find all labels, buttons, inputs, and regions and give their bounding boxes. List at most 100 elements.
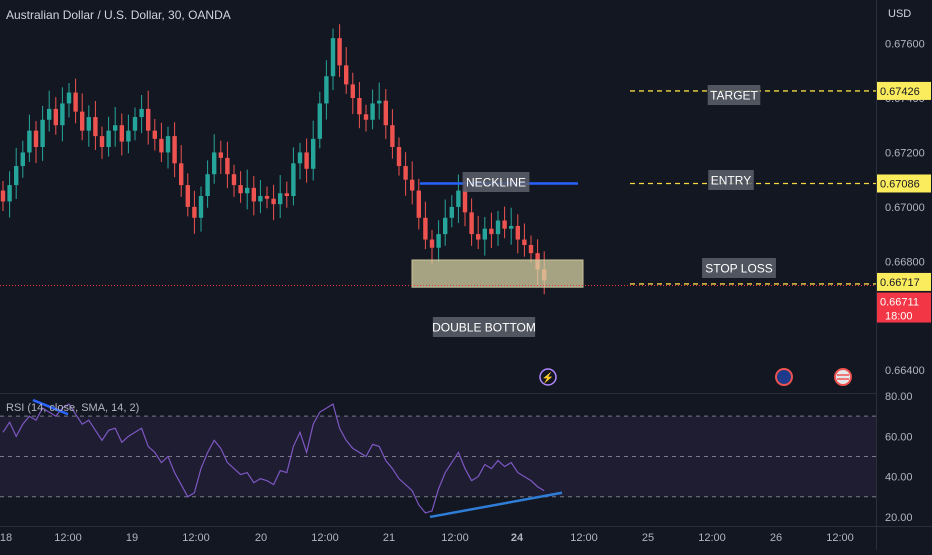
neckline-label-bg[interactable] xyxy=(462,172,530,192)
candle-body[interactable] xyxy=(278,193,283,205)
neckline-label[interactable]: NECKLINE xyxy=(466,176,526,190)
candle-body[interactable] xyxy=(251,187,256,202)
candle-body[interactable] xyxy=(60,103,65,126)
candle-body[interactable] xyxy=(462,190,468,213)
candle-body[interactable] xyxy=(113,125,118,131)
currency-unit-label[interactable]: USD xyxy=(888,8,912,20)
candle-body[interactable] xyxy=(238,185,243,194)
candle-body[interactable] xyxy=(14,166,19,186)
candle-body[interactable] xyxy=(304,152,309,169)
candle-body[interactable] xyxy=(218,152,223,158)
candle-body[interactable] xyxy=(93,117,98,137)
candle-body[interactable] xyxy=(119,125,124,142)
candle-body[interactable] xyxy=(225,157,230,175)
candle-body[interactable] xyxy=(159,138,164,153)
candle-body[interactable] xyxy=(132,117,138,131)
candle-body[interactable] xyxy=(99,136,105,147)
australia-flag-icon[interactable] xyxy=(775,368,793,386)
stop-loss-price-tag[interactable]: 0.66717 xyxy=(880,277,920,289)
candle-body[interactable] xyxy=(469,212,474,235)
target-price-tag-bg[interactable] xyxy=(877,81,931,100)
candle-body[interactable] xyxy=(297,152,303,164)
lightning-icon[interactable] xyxy=(539,368,557,386)
candle-body[interactable] xyxy=(522,239,527,245)
candle-body[interactable] xyxy=(53,108,58,126)
candle-body[interactable] xyxy=(403,166,408,180)
candle-body[interactable] xyxy=(416,190,421,218)
candle-body[interactable] xyxy=(436,234,441,248)
candle-body[interactable] xyxy=(449,206,454,218)
candle-body[interactable] xyxy=(212,152,217,175)
entry-price-tag-bg[interactable] xyxy=(877,174,931,193)
last-price-tag-bg[interactable] xyxy=(877,292,931,323)
candle-body[interactable] xyxy=(495,220,501,235)
candle-body[interactable] xyxy=(515,225,520,240)
candle-body[interactable] xyxy=(192,206,197,218)
candle-body[interactable] xyxy=(482,228,487,240)
stop-loss-label-bg[interactable] xyxy=(702,258,776,278)
rsi-divergence-line[interactable] xyxy=(429,491,563,519)
candle-body[interactable] xyxy=(396,147,402,167)
candle-body[interactable] xyxy=(245,187,250,194)
candle-body[interactable] xyxy=(172,136,177,164)
candle-body[interactable] xyxy=(476,234,481,240)
candle-body[interactable] xyxy=(443,217,448,235)
double-bottom-label[interactable]: DOUBLE BOTTOM xyxy=(432,321,536,335)
candle-body[interactable] xyxy=(152,130,157,139)
candle-body[interactable] xyxy=(126,130,131,142)
candle-body[interactable] xyxy=(139,108,144,118)
rsi-indicator-label[interactable]: RSI (14, close, SMA, 14, 2) xyxy=(6,402,140,414)
candle-body[interactable] xyxy=(390,125,395,147)
candle-body[interactable] xyxy=(284,193,289,196)
stop-loss-price-tag-bg[interactable] xyxy=(877,272,931,291)
candle-body[interactable] xyxy=(40,119,45,147)
candle-body[interactable] xyxy=(489,228,494,235)
target-price-tag[interactable]: 0.67426 xyxy=(880,86,920,98)
candle-body[interactable] xyxy=(456,190,461,207)
candle-body[interactable] xyxy=(509,225,514,229)
candle-body[interactable] xyxy=(528,245,534,254)
symbol-title[interactable]: Australian Dollar / U.S. Dollar, 30, OAN… xyxy=(6,8,231,22)
target-label[interactable]: TARGET xyxy=(710,89,758,103)
candle-body[interactable] xyxy=(429,239,435,248)
candle-body[interactable] xyxy=(383,100,388,126)
candle-body[interactable] xyxy=(344,65,349,85)
candle-body[interactable] xyxy=(231,174,237,186)
us-flag-icon[interactable] xyxy=(834,368,852,386)
candle-body[interactable] xyxy=(317,103,322,139)
candle-body[interactable] xyxy=(311,138,316,169)
candle-body[interactable] xyxy=(377,100,382,104)
candle-body[interactable] xyxy=(165,136,171,153)
candle-body[interactable] xyxy=(146,108,151,131)
candle-body[interactable] xyxy=(271,198,276,205)
candle-body[interactable] xyxy=(330,38,336,77)
target-label-bg[interactable] xyxy=(707,85,761,105)
candle-body[interactable] xyxy=(66,92,72,104)
candle-body[interactable] xyxy=(198,196,204,218)
entry-label[interactable]: ENTRY xyxy=(711,174,751,188)
candle-body[interactable] xyxy=(423,217,428,240)
candle-body[interactable] xyxy=(357,98,362,115)
candle-body[interactable] xyxy=(7,185,12,202)
candle-body[interactable] xyxy=(47,108,52,120)
candle-body[interactable] xyxy=(291,163,296,196)
candle-body[interactable] xyxy=(363,114,369,120)
candle-body[interactable] xyxy=(27,130,32,153)
candle-body[interactable] xyxy=(33,130,39,147)
double-bottom-label-bg[interactable] xyxy=(432,317,536,337)
candle-body[interactable] xyxy=(370,103,375,120)
candle-body[interactable] xyxy=(324,76,329,104)
rsi-top-trend-line[interactable] xyxy=(32,398,69,416)
candle-body[interactable] xyxy=(258,196,263,202)
stop-loss-label[interactable]: STOP LOSS xyxy=(705,262,773,276)
candle-body[interactable] xyxy=(264,196,270,199)
candle-body[interactable] xyxy=(80,111,85,131)
candle-body[interactable] xyxy=(20,152,25,167)
rsi-line[interactable] xyxy=(2,403,545,514)
candle-body[interactable] xyxy=(410,179,415,191)
candle-body[interactable] xyxy=(185,185,190,207)
entry-price-tag[interactable]: 0.67086 xyxy=(880,178,920,190)
candle-body[interactable] xyxy=(350,84,355,98)
